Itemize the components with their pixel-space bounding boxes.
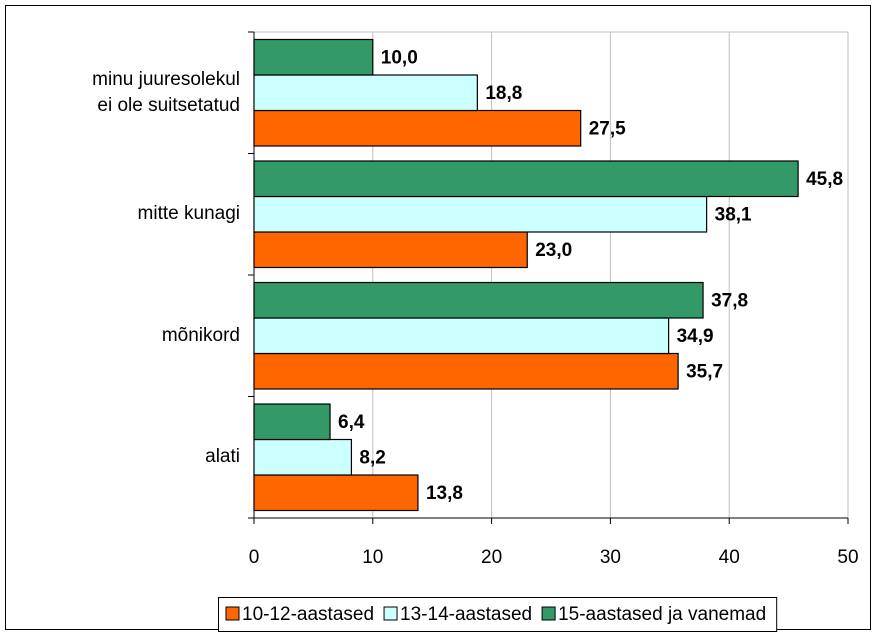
legend-label: 10-12-aastased bbox=[242, 604, 374, 625]
x-tick-label: 0 bbox=[249, 547, 260, 568]
bar bbox=[253, 352, 679, 390]
bar bbox=[253, 231, 528, 269]
x-tick-label: 50 bbox=[837, 547, 858, 568]
bar bbox=[253, 317, 670, 355]
y-tick-label: alati bbox=[205, 446, 240, 468]
y-tick-label: mõnikord bbox=[161, 324, 240, 346]
bar bbox=[253, 438, 353, 476]
value-label: 13,8 bbox=[426, 483, 463, 504]
bar bbox=[253, 160, 799, 198]
legend-swatch bbox=[383, 606, 398, 621]
x-tick-label: 40 bbox=[719, 547, 740, 568]
y-tick-label: mitte kunagi bbox=[137, 203, 240, 225]
legend-label: 13-14-aastased bbox=[400, 604, 532, 625]
value-label: 45,8 bbox=[806, 169, 843, 190]
x-tick-label: 20 bbox=[481, 547, 502, 568]
bar bbox=[253, 403, 331, 441]
bar bbox=[253, 74, 478, 112]
x-tick-label: 30 bbox=[600, 547, 621, 568]
value-label: 34,9 bbox=[677, 326, 714, 347]
legend-swatch bbox=[541, 606, 556, 621]
value-label: 27,5 bbox=[589, 118, 626, 139]
legend-label: 15-aastased ja vanemad bbox=[558, 604, 766, 625]
value-label: 37,8 bbox=[711, 290, 748, 311]
bar bbox=[253, 474, 419, 512]
legend-box bbox=[218, 597, 778, 632]
bar bbox=[253, 38, 374, 76]
value-label: 10,0 bbox=[381, 47, 418, 68]
bar bbox=[253, 109, 582, 147]
legend: 10-12-aastased 13-14-aastased 15-aastased … bbox=[218, 597, 778, 632]
bar bbox=[253, 281, 704, 319]
bar bbox=[253, 195, 708, 233]
value-label: 6,4 bbox=[338, 412, 365, 433]
value-label: 8,2 bbox=[359, 447, 385, 468]
x-tick-label: 10 bbox=[362, 547, 383, 568]
value-label: 23,0 bbox=[535, 240, 572, 261]
value-label: 35,7 bbox=[686, 361, 723, 382]
value-label: 38,1 bbox=[715, 204, 752, 225]
legend-swatch bbox=[225, 606, 240, 621]
y-tick-label: minu juuresolekul ei ole suitsetatud bbox=[92, 68, 240, 116]
value-label: 18,8 bbox=[485, 83, 522, 104]
